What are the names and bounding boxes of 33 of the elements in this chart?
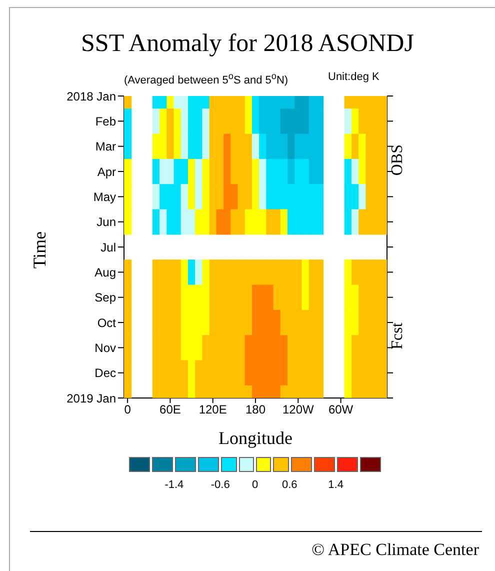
- y-tick-label: Aug: [94, 265, 116, 280]
- y-tick-label: 2018 Jan: [66, 89, 116, 104]
- y-tick-label: Jun: [96, 215, 116, 230]
- x-tick-label: 60W: [328, 402, 354, 417]
- y-tick-label: Apr: [97, 164, 116, 179]
- text: Fcst: [389, 322, 407, 350]
- y-tick-label: Feb: [95, 114, 116, 128]
- chart-title: SST Anomaly for 2018 ASONDJ: [80, 30, 415, 58]
- x-axis-title: Longitude: [218, 428, 294, 449]
- text: OBS: [389, 144, 407, 176]
- y-tick-label: Dec: [94, 366, 116, 380]
- x-tick-label: 180: [245, 402, 266, 417]
- x-tick-label: 120E: [198, 402, 227, 417]
- y-axis-title: Time: [30, 231, 50, 269]
- chart-subtitle: (Averaged between 5$^{o}$S and 5$^{o}$N): [124, 71, 288, 87]
- y-tick-label: 2019 Jan: [66, 391, 116, 406]
- y-tick-label: Mar: [95, 140, 116, 154]
- text: © APEC Climate Center: [312, 540, 479, 560]
- y-tick-label: Jul: [100, 240, 116, 254]
- color-bar-label: -1.4: [164, 479, 185, 491]
- color-bar-label: -0.6: [210, 479, 231, 491]
- color-bar-label: 0.6: [280, 479, 298, 491]
- y-tick-label: Sep: [94, 290, 116, 305]
- y-tick-label: Nov: [94, 340, 116, 355]
- text: Unit:deg K: [328, 71, 380, 83]
- color-bar-label: 1.4: [327, 479, 344, 491]
- color-bar-label: 0: [250, 479, 260, 491]
- y-tick-label: May: [93, 190, 116, 204]
- x-tick-label: 120W: [282, 402, 314, 417]
- color-scale: -1.4 -0.6 0 0.6 1.4: [128, 457, 382, 497]
- y-tick-label: Oct: [97, 316, 117, 330]
- x-tick-label: 60E: [160, 402, 181, 417]
- x-tick-label: 0: [124, 402, 132, 417]
